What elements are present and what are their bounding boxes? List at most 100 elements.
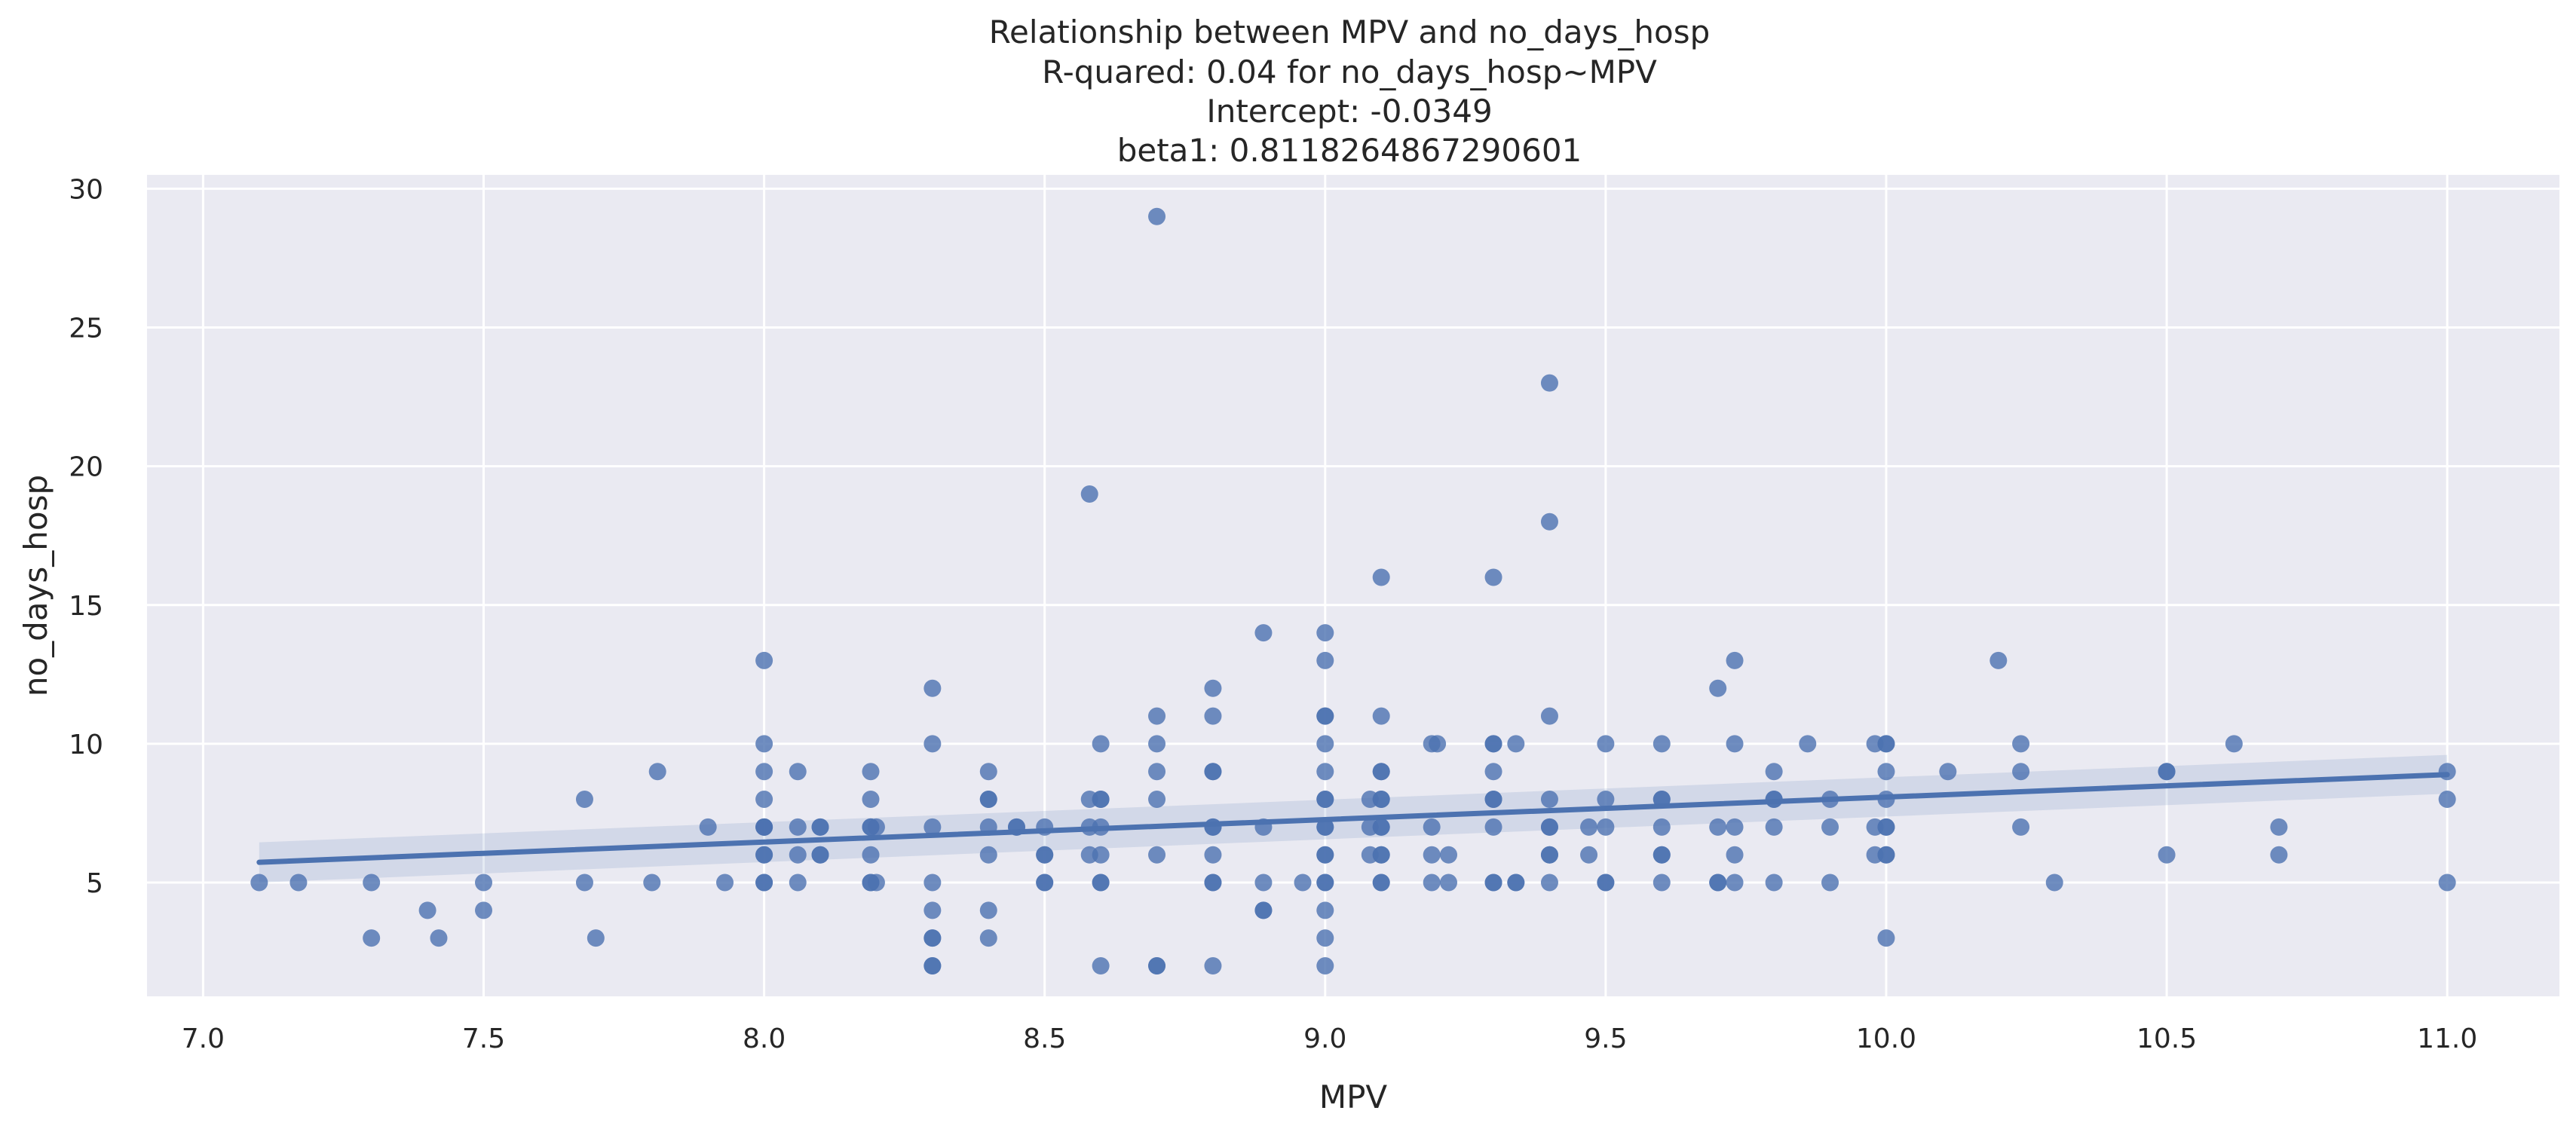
scatter-point bbox=[1148, 791, 1166, 809]
scatter-point bbox=[1316, 735, 1334, 753]
scatter-point bbox=[699, 818, 717, 836]
scatter-point bbox=[1709, 818, 1727, 836]
scatter-point bbox=[1484, 874, 1502, 892]
scatter-point bbox=[1877, 763, 1895, 781]
scatter-point bbox=[1989, 651, 2008, 669]
scatter-point bbox=[1597, 874, 1615, 892]
scatter-point bbox=[1148, 956, 1166, 974]
scatter-point bbox=[1316, 956, 1334, 974]
scatter-point bbox=[363, 874, 381, 892]
scatter-point bbox=[716, 874, 734, 892]
scatter-point bbox=[648, 763, 666, 781]
scatter-point bbox=[1709, 874, 1727, 892]
scatter-point bbox=[1372, 874, 1390, 892]
scatter-point bbox=[789, 818, 807, 836]
scatter-point bbox=[862, 846, 880, 864]
scatter-point bbox=[1821, 874, 1839, 892]
scatter-point bbox=[755, 651, 773, 669]
scatter-point bbox=[755, 874, 773, 892]
scatter-point bbox=[575, 791, 593, 809]
scatter-point bbox=[2158, 763, 2176, 781]
scatter-point bbox=[1726, 846, 1744, 864]
scatter-point bbox=[2012, 818, 2030, 836]
scatter-point bbox=[1540, 791, 1558, 809]
scatter-point bbox=[1316, 763, 1334, 781]
scatter-point bbox=[1540, 707, 1558, 725]
scatter-point bbox=[811, 818, 829, 836]
x-tick-label: 8.5 bbox=[1023, 1023, 1066, 1054]
y-tick-labels: 5 10 15 20 25 30 bbox=[69, 174, 103, 899]
scatter-point bbox=[1316, 791, 1334, 809]
scatter-point bbox=[1204, 679, 1222, 697]
scatter-point bbox=[1484, 791, 1502, 809]
scatter-point bbox=[2225, 735, 2243, 753]
scatter-point bbox=[1316, 846, 1334, 864]
scatter-point bbox=[1372, 707, 1390, 725]
scatter-point bbox=[1080, 485, 1098, 503]
scatter-point bbox=[1372, 763, 1390, 781]
scatter-point bbox=[789, 763, 807, 781]
scatter-point bbox=[1254, 901, 1273, 919]
scatter-point bbox=[979, 763, 997, 781]
scatter-point bbox=[811, 846, 829, 864]
x-tick-label: 10.5 bbox=[2136, 1023, 2197, 1054]
x-tick-labels: 7.0 7.5 8.0 8.5 9.0 9.5 10.0 10.5 11.0 bbox=[182, 1023, 2477, 1054]
scatter-point bbox=[1652, 874, 1671, 892]
scatter-point bbox=[1440, 846, 1458, 864]
scatter-point bbox=[1092, 956, 1110, 974]
scatter-point bbox=[2045, 874, 2063, 892]
x-tick-label: 10.0 bbox=[1856, 1023, 1916, 1054]
scatter-point bbox=[1726, 651, 1744, 669]
scatter-point bbox=[979, 846, 997, 864]
scatter-point bbox=[1799, 735, 1817, 753]
chart-title: Relationship between MPV and no_days_hos… bbox=[989, 14, 1710, 169]
scatter-point bbox=[1765, 874, 1783, 892]
scatter-point bbox=[1148, 707, 1166, 725]
scatter-point bbox=[1821, 818, 1839, 836]
scatter-point bbox=[755, 791, 773, 809]
scatter-point bbox=[1877, 846, 1895, 864]
scatter-point bbox=[430, 929, 448, 947]
scatter-point bbox=[643, 874, 661, 892]
scatter-point bbox=[1440, 874, 1458, 892]
scatter-point bbox=[1036, 874, 1054, 892]
scatter-point bbox=[1316, 707, 1334, 725]
scatter-point bbox=[1372, 568, 1390, 586]
scatter-point bbox=[1580, 818, 1598, 836]
scatter-point bbox=[1036, 846, 1054, 864]
scatter-point bbox=[1316, 901, 1334, 919]
scatter-point bbox=[755, 846, 773, 864]
scatter-point bbox=[1726, 874, 1744, 892]
scatter-point bbox=[1423, 818, 1441, 836]
y-axis-label: no_days_hosp bbox=[17, 475, 54, 696]
y-tick-label: 10 bbox=[69, 730, 103, 760]
scatter-point bbox=[755, 818, 773, 836]
scatter-point bbox=[979, 791, 997, 809]
scatter-point bbox=[924, 818, 942, 836]
y-tick-label: 30 bbox=[69, 174, 103, 205]
scatter-point bbox=[1316, 818, 1334, 836]
scatter-point bbox=[789, 874, 807, 892]
scatter-point bbox=[924, 901, 942, 919]
scatter-point bbox=[1939, 763, 1957, 781]
scatter-point bbox=[1423, 846, 1441, 864]
scatter-point bbox=[1580, 846, 1598, 864]
scatter-point bbox=[924, 929, 942, 947]
scatter-point bbox=[867, 818, 885, 836]
scatter-point bbox=[1092, 735, 1110, 753]
x-tick-label: 8.0 bbox=[743, 1023, 786, 1054]
scatter-point bbox=[575, 874, 593, 892]
scatter-point bbox=[2438, 791, 2456, 809]
scatter-point bbox=[1597, 791, 1615, 809]
scatter-point bbox=[1652, 818, 1671, 836]
scatter-point bbox=[363, 929, 381, 947]
scatter-point bbox=[862, 763, 880, 781]
scatter-point bbox=[1148, 207, 1166, 225]
title-line-4: beta1: 0.8118264867290601 bbox=[1117, 132, 1582, 169]
scatter-point bbox=[2012, 763, 2030, 781]
scatter-point bbox=[1877, 818, 1895, 836]
y-tick-label: 15 bbox=[69, 591, 103, 622]
scatter-point bbox=[862, 791, 880, 809]
scatter-point bbox=[1204, 846, 1222, 864]
scatter-point bbox=[1484, 735, 1502, 753]
